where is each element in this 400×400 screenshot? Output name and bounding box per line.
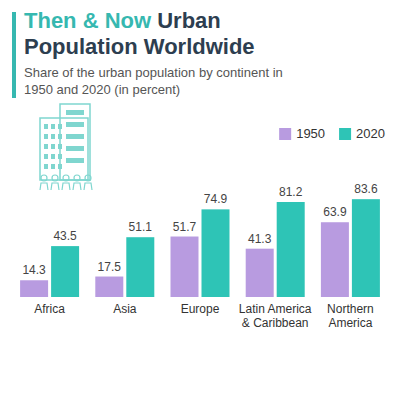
data-label: 14.3 [22,263,46,277]
category-label: Latin America& Caribbean [239,302,312,330]
title-word: Urban [157,8,221,33]
icon-person [63,175,69,181]
title-word: Worldwide [144,34,255,59]
icon-building [40,118,88,180]
title-word: Now [105,8,158,33]
bar [171,237,199,297]
icon-window [44,154,48,159]
icon-window [51,164,55,169]
bar [20,280,48,297]
bar [202,209,230,297]
icon-window [66,134,84,139]
title: Then & Now Urban Population Worldwide [24,8,324,60]
category-label-line: & Caribbean [242,316,309,330]
category-label-line: Europe [181,302,220,316]
icon-window [58,134,62,139]
data-label: 74.9 [204,192,228,206]
icon-window [51,134,55,139]
icon-window [66,122,84,127]
bar [277,202,305,297]
category-label: Africa [34,302,65,316]
accent-bar [12,12,16,98]
building-icon [40,104,92,190]
title-word: Then [24,8,83,33]
icon-window [58,154,62,159]
icon-person [40,183,48,190]
icon-person [51,183,59,190]
data-label: 83.6 [354,182,378,196]
title-word: & [83,8,105,33]
title-word: Population [24,34,144,59]
bar [95,277,123,297]
data-label: 63.9 [323,205,347,219]
data-label: 81.2 [279,185,303,199]
icon-building [60,104,90,180]
icon-window [44,134,48,139]
icon-window [51,154,55,159]
bar [321,222,349,297]
icon-window [66,146,84,151]
bars [20,199,380,297]
data-label: 43.5 [53,229,77,243]
data-label: 17.5 [98,260,122,274]
icon-window [44,124,48,129]
icon-window [66,110,84,115]
legend-label: 2020 [356,126,385,141]
data-labels: 14.3 17.5 51.7 41.3 63.9 43.5 51.1 74.9 81.2 83.6 [22,182,377,277]
icon-person [85,175,91,181]
legend-swatch [279,128,291,140]
category-label: Asia [113,302,137,316]
bar [51,246,79,297]
data-label: 41.3 [248,232,272,246]
category-label-line: America [328,316,372,330]
category-label-line: Latin America [239,302,312,316]
chart: 14.3 17.5 51.7 41.3 63.9 43.5 51.1 74.9 81.2 83.6… [0,0,400,400]
icon-window [58,164,62,169]
icon-person [41,175,47,181]
legend-swatch [339,128,351,140]
icon-window [51,124,55,129]
legend: 2020 1950 [279,126,385,141]
icon-person [74,175,80,181]
category-label-line: Asia [113,302,137,316]
icon-window [44,164,48,169]
icon-window [44,144,48,149]
bar [246,249,274,297]
icon-window [66,158,84,163]
data-label: 51.7 [173,220,197,234]
icon-person [84,183,92,190]
bar [126,237,154,297]
category-label: NorthernAmerica [327,302,374,330]
data-label: 51.1 [129,220,153,234]
icon-window [51,144,55,149]
subtitle: Share of the urban population by contine… [24,64,314,98]
category-label-line: Africa [34,302,65,316]
icon-window [58,144,62,149]
icon-window [58,124,62,129]
icon-person [73,183,81,190]
icon-person [52,175,58,181]
icon-person [62,183,70,190]
bar [352,199,380,297]
legend-label: 1950 [296,126,325,141]
category-label-line: Northern [327,302,374,316]
category-label: Europe [181,302,220,316]
